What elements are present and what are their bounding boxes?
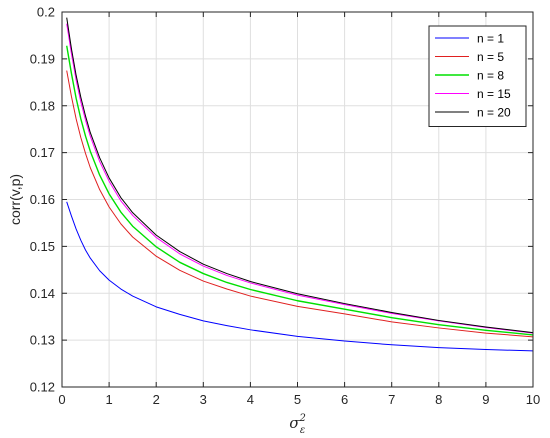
x-tick-labels: 0 1 2 3 4 5 6 7 8 9 10 — [58, 392, 540, 407]
y-tick-label: 0.18 — [30, 98, 55, 113]
x-tick-label: 3 — [200, 392, 207, 407]
legend-box — [428, 25, 527, 127]
series-line-5 — [66, 17, 534, 334]
x-axis-label-base: σ — [289, 414, 300, 432]
x-axis-label: σ2 ε — [289, 413, 306, 436]
series-lines — [66, 17, 534, 352]
series-line-2 — [66, 70, 534, 338]
legend-label: n = 8 — [477, 69, 504, 83]
x-tick-label: 5 — [294, 392, 301, 407]
legend: n = 1 n = 5 n = 8 n = 15 n = 20 — [428, 25, 527, 127]
x-tick-label: 7 — [388, 392, 395, 407]
y-tick-label: 0.15 — [30, 239, 55, 254]
x-axis-label-subscript: ε — [300, 425, 305, 436]
legend-label: n = 15 — [477, 87, 511, 101]
series-line-1 — [66, 201, 534, 352]
x-tick-label: 6 — [341, 392, 348, 407]
x-tick-label: 0 — [58, 392, 65, 407]
y-tick-label: 0.13 — [30, 333, 55, 348]
x-tick-label: 4 — [247, 392, 254, 407]
x-tick-label: 2 — [153, 392, 160, 407]
y-tick-label: 0.14 — [30, 286, 55, 301]
legend-label: n = 1 — [477, 32, 504, 46]
x-tick-label: 10 — [526, 392, 540, 407]
series-line-3 — [66, 45, 534, 336]
legend-label: n = 20 — [477, 106, 511, 120]
y-tick-label: 0.17 — [30, 145, 55, 160]
legend-label: n = 5 — [477, 50, 504, 64]
axis-ticks — [61, 11, 534, 388]
x-tick-label: 1 — [105, 392, 112, 407]
series-line-4 — [66, 23, 534, 334]
x-tick-label: 9 — [482, 392, 489, 407]
y-tick-label: 0.2 — [37, 5, 55, 20]
y-tick-label: 0.16 — [30, 192, 55, 207]
y-tick-label: 0.19 — [30, 51, 55, 66]
x-axis-label-superscript: 2 — [298, 413, 305, 424]
y-axis-label: corr(v,p) — [7, 174, 23, 225]
y-tick-label: 0.12 — [30, 380, 55, 395]
x-tick-label: 8 — [435, 392, 442, 407]
y-tick-labels: 0.12 0.13 0.14 0.15 0.16 0.17 0.18 0.19 0.2 — [30, 5, 55, 395]
